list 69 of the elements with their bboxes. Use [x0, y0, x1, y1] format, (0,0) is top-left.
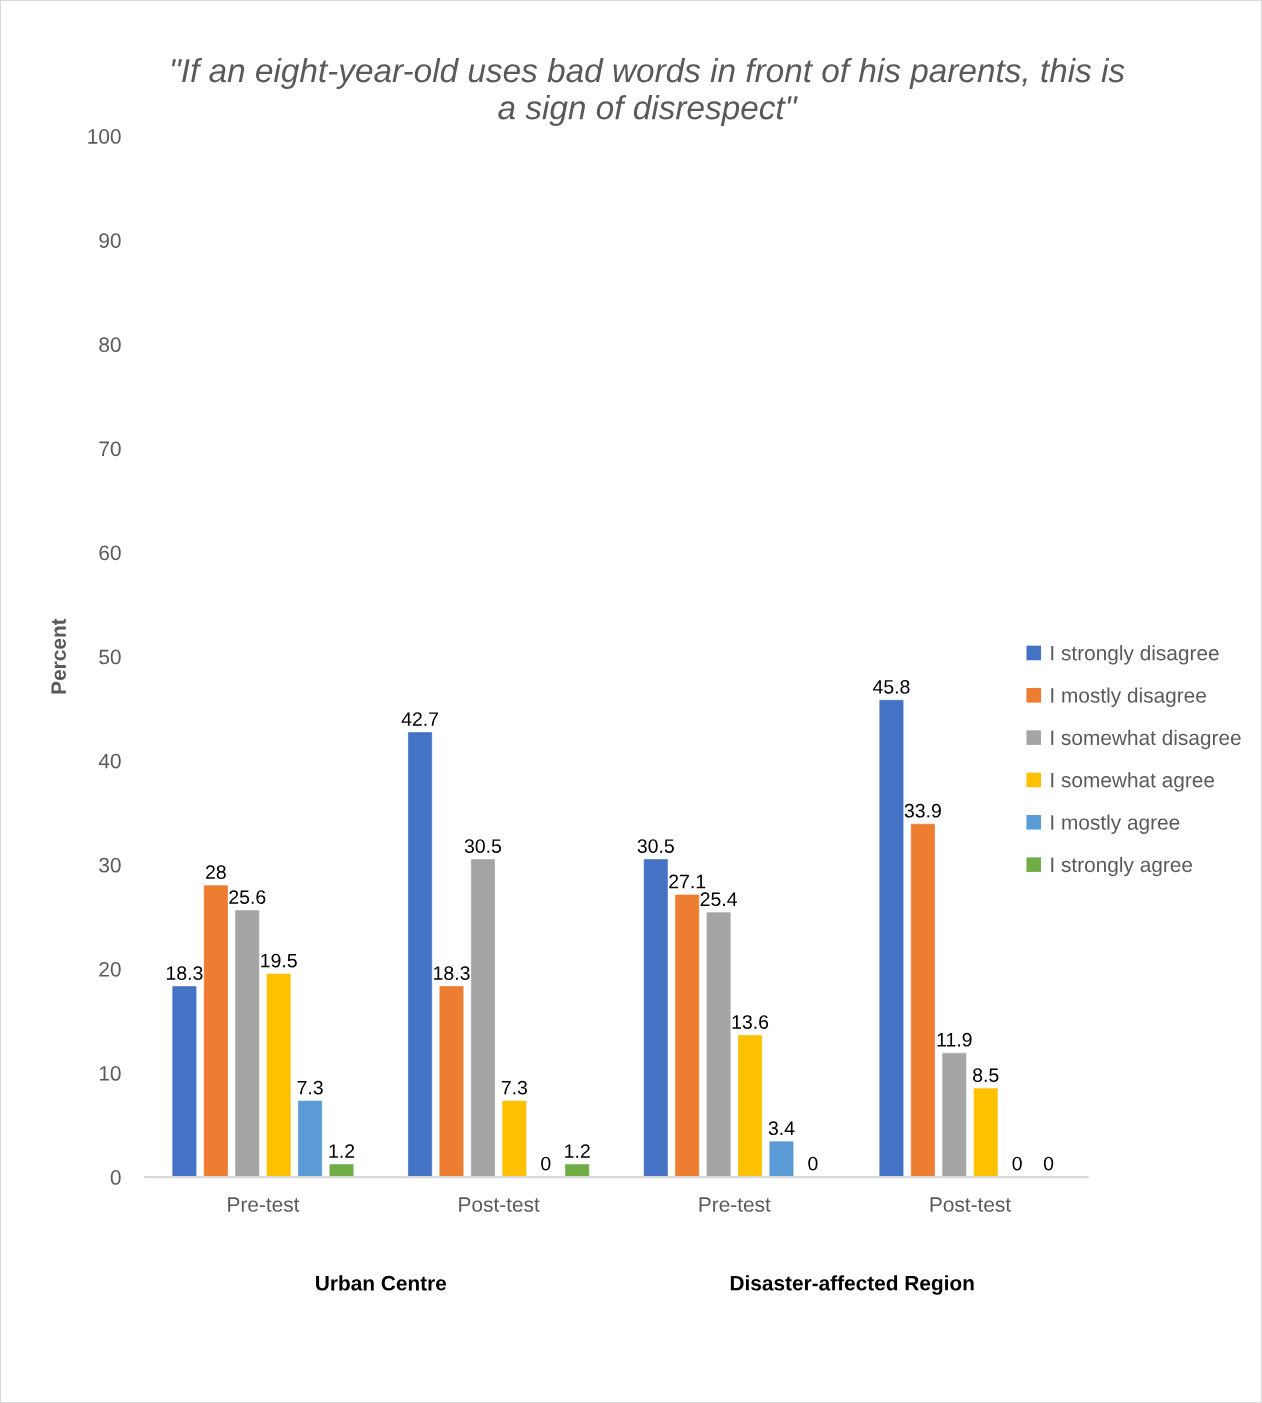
data-label: 0 — [541, 1156, 551, 1171]
data-label: 45.8 — [872, 679, 910, 694]
y-tick-label: 20 — [99, 961, 121, 977]
data-label: 0 — [1043, 1156, 1054, 1171]
bar — [706, 912, 731, 1178]
bar — [565, 1164, 590, 1178]
data-label: 7.3 — [297, 1080, 323, 1095]
legend-label: I somewhat agree — [1051, 772, 1215, 792]
text: Urban Centre — [316, 1275, 447, 1291]
bar — [203, 885, 228, 1178]
y-tick-label: 60 — [99, 545, 121, 561]
bar — [470, 859, 495, 1178]
y-tick-label: 50 — [99, 649, 121, 665]
legend-label: I mostly disagree — [1051, 687, 1206, 707]
y-tick-label: 70 — [99, 441, 121, 457]
y-tick-label: 30 — [99, 857, 121, 873]
data-label: 18.3 — [434, 966, 470, 980]
data-label: 18.3 — [166, 966, 203, 980]
bar — [643, 859, 668, 1178]
bar — [502, 1100, 527, 1178]
bar — [942, 1052, 967, 1178]
y-axis-title: Percent — [51, 618, 66, 694]
data-label: 27.1 — [669, 874, 706, 889]
x-tick-label: Post-test — [459, 1197, 540, 1212]
data-label: 13.6 — [732, 1015, 769, 1029]
data-label: 11.9 — [937, 1032, 972, 1047]
y-tick-label: 80 — [99, 337, 121, 353]
bar — [738, 1035, 763, 1178]
x-tick-label: Pre-test — [699, 1197, 771, 1212]
bar — [235, 910, 260, 1178]
y-tick-label: 100 — [88, 129, 121, 144]
bar — [329, 1164, 354, 1178]
bar — [298, 1100, 323, 1178]
x-tick-label: Pre-test — [228, 1197, 300, 1212]
data-label: 8.5 — [973, 1068, 999, 1083]
x-tick-label: Post-test — [930, 1197, 1011, 1212]
y-tick-label: 10 — [99, 1066, 121, 1081]
bar — [879, 699, 904, 1178]
data-label: 42.7 — [401, 712, 439, 726]
data-label: 0 — [1012, 1156, 1022, 1171]
data-label: 33.9 — [904, 803, 941, 818]
data-label: 30.5 — [464, 839, 502, 853]
data-label: 1.2 — [565, 1144, 590, 1158]
bar — [910, 823, 935, 1178]
data-label: 0 — [808, 1156, 818, 1171]
legend-label: I strongly disagree — [1051, 645, 1219, 665]
bar — [439, 986, 464, 1178]
data-label: 1.2 — [329, 1144, 355, 1158]
y-tick-label: 0 — [110, 1170, 121, 1185]
data-label: 30.5 — [637, 839, 674, 853]
legend-label: I somewhat disagree — [1051, 729, 1241, 750]
data-label: 25.6 — [229, 890, 266, 904]
text: Disaster-affected Region — [730, 1275, 974, 1295]
bar — [172, 986, 197, 1178]
data-label: 25.4 — [700, 892, 737, 907]
y-tick-label: 40 — [98, 753, 121, 769]
bar — [675, 894, 700, 1178]
data-label: 28 — [206, 865, 226, 880]
bar — [266, 973, 291, 1178]
data-label: 7.3 — [501, 1080, 528, 1095]
legend-label: I strongly agree — [1051, 856, 1193, 877]
bar — [973, 1088, 998, 1178]
data-label: 19.5 — [261, 953, 297, 968]
chart-title: "If an eight-year-old uses bad words in front of his parents, this is a sign of disrespect" — [171, 57, 1125, 127]
data-label: 3.4 — [768, 1121, 795, 1136]
bar — [769, 1141, 794, 1178]
bar — [408, 732, 433, 1178]
legend-label: I mostly agree — [1051, 814, 1180, 834]
y-tick-label: 90 — [99, 233, 121, 248]
